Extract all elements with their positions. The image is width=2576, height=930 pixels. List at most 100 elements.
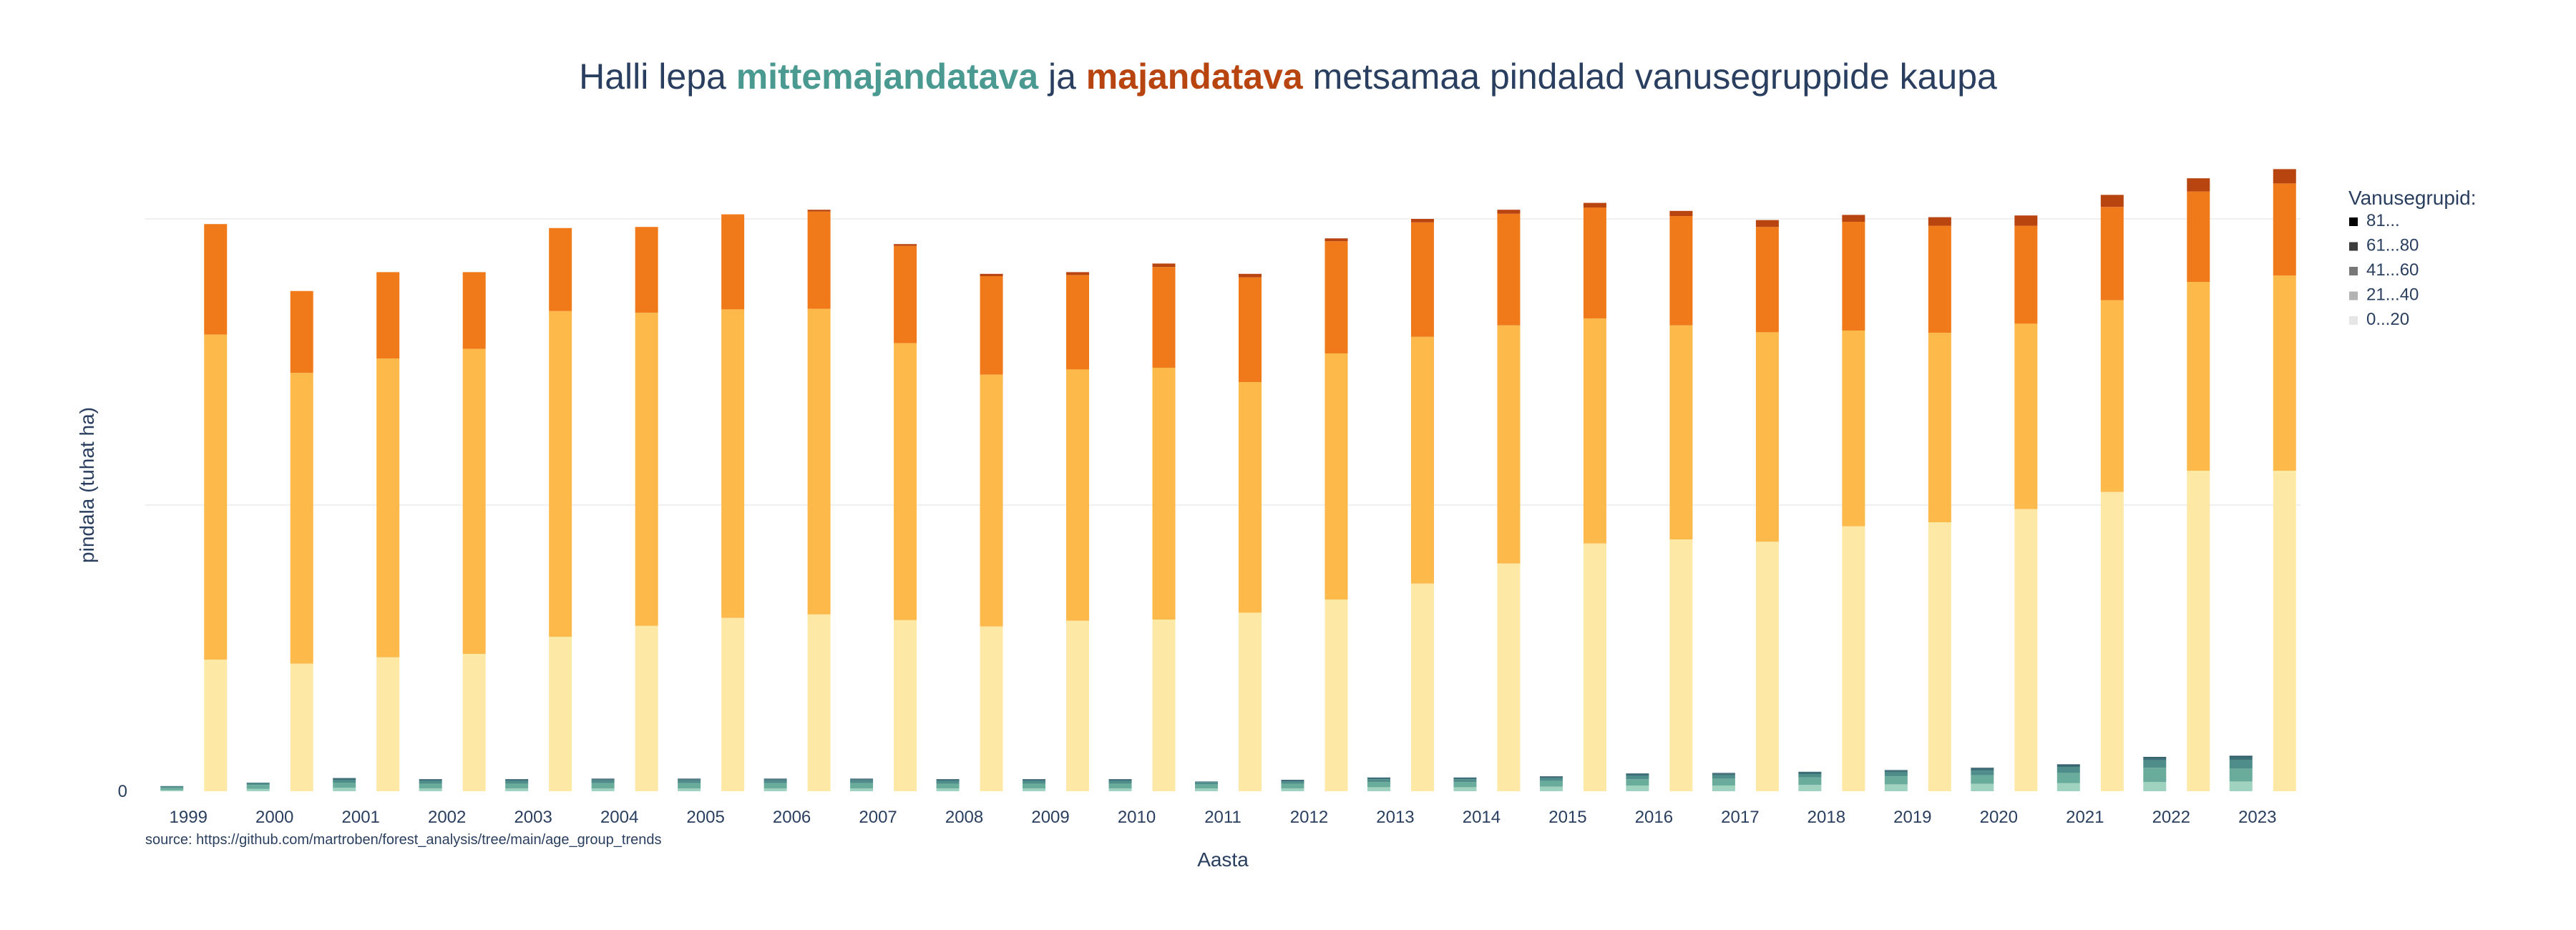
bar-segment-non-managed-0...20 — [2143, 782, 2167, 791]
bar-segment-non-managed-61...80 — [1884, 770, 1908, 773]
bar-segment-non-managed-61...80 — [1367, 778, 1390, 780]
bar-segment-managed-61...80 — [2187, 178, 2210, 192]
x-tick-label: 2006 — [773, 808, 811, 827]
bar-segment-managed-41...60 — [1066, 275, 1090, 370]
x-tick-label: 2014 — [1463, 808, 1501, 827]
legend-swatch — [2349, 267, 2358, 275]
legend-title: Vanusegrupid: — [2348, 187, 2477, 209]
bar-segment-managed-21...40 — [1152, 368, 1176, 620]
bar-segment-non-managed-41...60 — [1798, 774, 1822, 778]
bar-segment-managed-61...80 — [1755, 220, 1779, 227]
legend-item-label: 21...40 — [2366, 285, 2419, 305]
bar-segment-non-managed-61...80 — [1626, 774, 1649, 776]
bar-segment-non-managed-61...80 — [2229, 757, 2253, 760]
bar-segment-non-managed-41...60 — [1626, 775, 1649, 780]
bar-segment-non-managed-0...20 — [505, 788, 529, 791]
bars — [160, 169, 2296, 791]
bar-segment-managed-0...20 — [376, 657, 400, 791]
x-tick-label: 2021 — [2066, 808, 2104, 827]
bar-segment-managed-41...60 — [721, 214, 745, 310]
bar-segment-managed-21...40 — [1928, 333, 1951, 522]
bar-segment-managed-61...80 — [1410, 219, 1434, 222]
bar-segment-non-managed-0...20 — [1453, 787, 1477, 791]
bar-segment-non-managed-81... — [591, 778, 615, 780]
bar-segment-managed-41...60 — [1583, 207, 1606, 319]
bar-segment-managed-21...40 — [2273, 275, 2296, 471]
bar-segment-non-managed-41...60 — [936, 780, 960, 784]
bar-segment-non-managed-21...40 — [1712, 778, 1735, 785]
bar-segment-managed-0...20 — [1755, 542, 1779, 791]
bar-segment-non-managed-81... — [2229, 755, 2253, 757]
bar-segment-managed-21...40 — [1669, 325, 1693, 539]
bar-segment-non-managed-41...60 — [2229, 760, 2253, 768]
bar-segment-managed-61...80 — [1239, 273, 1262, 278]
bar-segment-managed-41...60 — [549, 227, 572, 311]
bar-segment-managed-0...20 — [2100, 491, 2124, 791]
bar-segment-non-managed-21...40 — [1108, 783, 1132, 788]
x-axis-title: Aasta — [1197, 848, 1249, 871]
x-tick-label: 2022 — [2152, 808, 2190, 827]
bar-segment-non-managed-0...20 — [1971, 783, 1994, 791]
bar-segment-managed-0...20 — [1497, 563, 1521, 791]
bar-segment-managed-61...80 — [2014, 215, 2038, 226]
bar-segment-managed-41...60 — [462, 272, 486, 349]
bar-segment-non-managed-0...20 — [936, 788, 960, 791]
bar-segment-managed-41...60 — [1842, 222, 1865, 331]
bar-segment-managed-21...40 — [1497, 325, 1521, 564]
bar-segment-managed-41...60 — [1324, 241, 1348, 353]
bar-segment-managed-21...40 — [635, 313, 658, 626]
bar-segment-non-managed-81... — [936, 779, 960, 780]
bar-segment-non-managed-21...40 — [1453, 782, 1477, 788]
bar-segment-non-managed-21...40 — [1367, 782, 1390, 788]
bar-segment-non-managed-41...60 — [505, 780, 529, 784]
legend-swatch — [2349, 291, 2358, 300]
bar-segment-non-managed-41...60 — [1108, 780, 1132, 784]
bar-segment-managed-0...20 — [2187, 471, 2210, 791]
bar-segment-managed-61...80 — [1324, 238, 1348, 242]
bar-segment-managed-21...40 — [2187, 282, 2210, 471]
bar-segment-non-managed-81... — [419, 779, 442, 780]
bar-segment-managed-0...20 — [635, 625, 658, 791]
bar-segment-non-managed-81... — [1023, 779, 1046, 780]
bar-segment-non-managed-41...60 — [678, 780, 701, 783]
bar-segment-managed-41...60 — [1152, 267, 1176, 368]
legend: Vanusegrupid: 81... 61...80 41...60 21...40… — [2348, 187, 2477, 329]
bar-segment-managed-0...20 — [1669, 539, 1693, 791]
bar-segment-non-managed-41...60 — [2143, 760, 2167, 768]
bar-segment-non-managed-41...60 — [419, 780, 442, 784]
legend-item-label: 61...80 — [2366, 236, 2419, 255]
bar-segment-managed-41...60 — [2187, 191, 2210, 282]
bar-segment-managed-21...40 — [290, 373, 313, 664]
x-tick-label: 2020 — [1980, 808, 2018, 827]
bar-segment-managed-21...40 — [2014, 323, 2038, 509]
bar-segment-non-managed-61...80 — [763, 779, 787, 780]
bar-segment-managed-0...20 — [1928, 522, 1951, 791]
bar-segment-non-managed-0...20 — [1712, 785, 1735, 791]
legend-item-label: 81... — [2366, 211, 2400, 230]
bar-segment-managed-21...40 — [980, 374, 1003, 627]
bar-segment-managed-0...20 — [894, 620, 917, 791]
bar-segment-managed-21...40 — [807, 308, 831, 615]
y-tick-label: 0 — [118, 782, 127, 801]
bar-segment-managed-0...20 — [1324, 599, 1348, 791]
x-tick-label: 2007 — [859, 808, 897, 827]
bar-segment-non-managed-0...20 — [763, 788, 787, 791]
bar-segment-non-managed-41...60 — [1539, 778, 1563, 781]
legend-item-label: 0...20 — [2366, 310, 2409, 329]
x-tick-label: 2003 — [514, 808, 552, 827]
bar-segment-non-managed-21...40 — [505, 783, 529, 788]
bar-segment-non-managed-81... — [678, 778, 701, 780]
bar-segment-non-managed-21...40 — [1281, 783, 1304, 788]
bar-segment-non-managed-81... — [1971, 768, 1994, 769]
bar-segment-managed-21...40 — [549, 310, 572, 637]
bar-segment-non-managed-81... — [763, 778, 787, 780]
bar-segment-non-managed-21...40 — [850, 783, 874, 788]
bar-segment-non-managed-61...80 — [160, 785, 184, 787]
bar-segment-non-managed-61...80 — [1712, 773, 1735, 775]
x-tick-label: 2023 — [2238, 808, 2276, 827]
bar-segment-non-managed-0...20 — [678, 788, 701, 791]
bar-segment-managed-61...80 — [1669, 210, 1693, 216]
bar-segment-managed-41...60 — [1928, 225, 1951, 333]
bar-segment-managed-61...80 — [1497, 210, 1521, 214]
bar-segment-non-managed-81... — [1539, 776, 1563, 777]
